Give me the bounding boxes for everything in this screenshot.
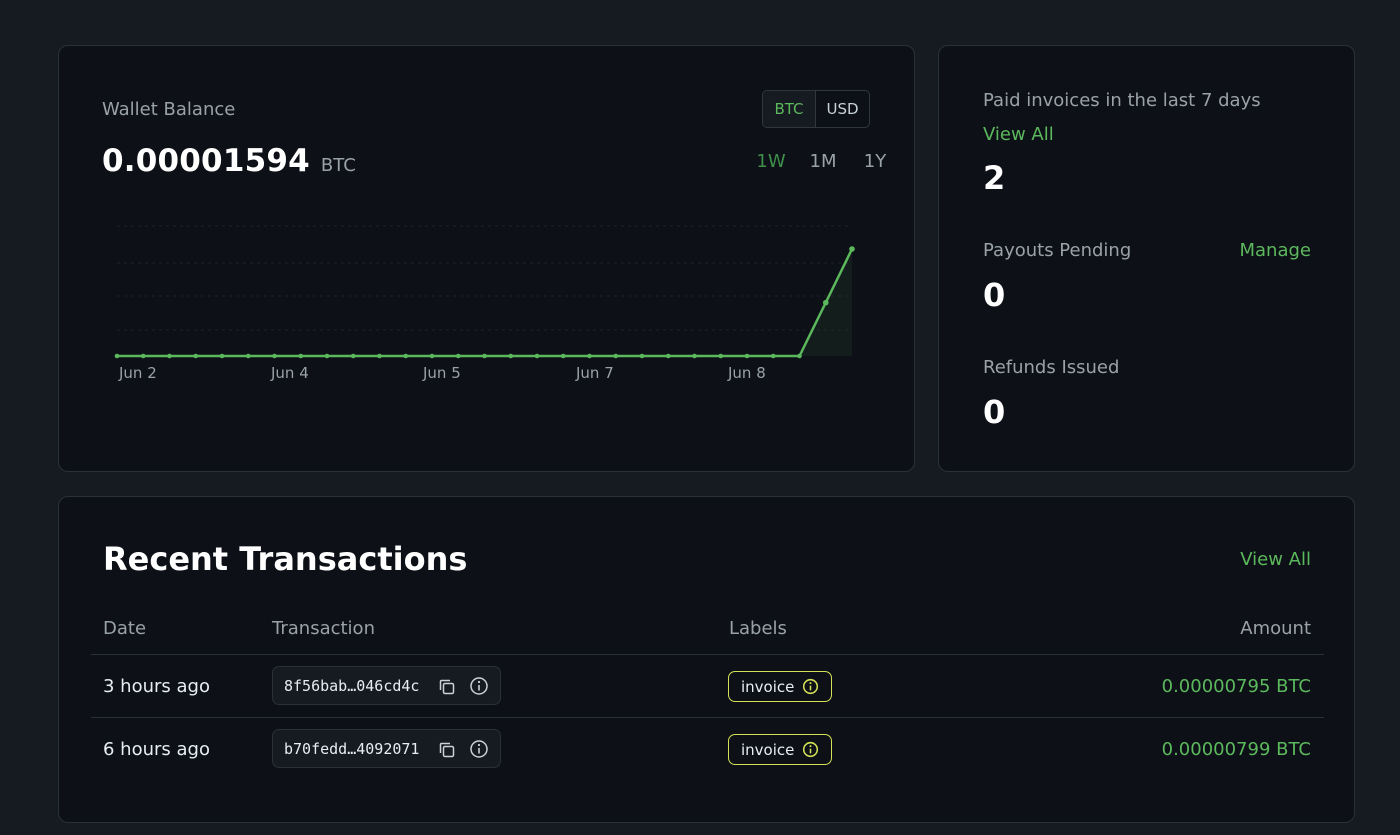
- info-icon[interactable]: [802, 741, 819, 758]
- chart-point[interactable]: [692, 353, 697, 359]
- chart-point[interactable]: [508, 353, 514, 359]
- currency-usd-button[interactable]: USD: [826, 100, 859, 118]
- tx-label-badge[interactable]: invoice: [728, 671, 832, 702]
- chart-point[interactable]: [534, 353, 540, 359]
- x-tick-label: Jun 2: [118, 364, 157, 382]
- range-1w-tab[interactable]: 1W: [756, 151, 786, 172]
- transactions-view-all-link[interactable]: View All: [1240, 549, 1311, 570]
- tx-hash-box: 8f56bab…046cd4c: [272, 666, 501, 705]
- recent-transactions-card: Recent Transactions View All Date Transa…: [58, 496, 1355, 823]
- range-1m-tab[interactable]: 1M: [809, 151, 837, 172]
- payouts-pending-value: 0: [983, 276, 1006, 314]
- payouts-manage-link[interactable]: Manage: [1239, 240, 1312, 261]
- balance-value: 0.00001594: [102, 143, 310, 179]
- row-divider: [91, 717, 1324, 718]
- chart-point[interactable]: [665, 353, 671, 359]
- chart-point[interactable]: [560, 353, 566, 359]
- tx-amount: 0.00000799 BTC: [1161, 739, 1311, 760]
- paid-invoices-view-all-link[interactable]: View All: [983, 124, 1054, 145]
- chart-point[interactable]: [377, 353, 382, 359]
- chart-series-line: [117, 248, 854, 358]
- info-icon[interactable]: [469, 676, 489, 696]
- chart-point[interactable]: [770, 353, 776, 359]
- chart-point[interactable]: [140, 353, 146, 359]
- tx-date: 3 hours ago: [103, 676, 210, 697]
- chart-point[interactable]: [245, 353, 251, 359]
- info-icon[interactable]: [469, 739, 489, 759]
- x-tick-label: Jun 4: [270, 364, 309, 382]
- tx-hash[interactable]: b70fedd…4092071: [284, 739, 420, 758]
- chart-point[interactable]: [849, 246, 855, 252]
- range-tabs: 1W 1M 1Y: [745, 151, 901, 172]
- chart-area: [799, 249, 852, 356]
- chart-point[interactable]: [482, 353, 487, 359]
- chart-point[interactable]: [429, 353, 435, 359]
- chart-point[interactable]: [324, 353, 330, 359]
- x-tick-label: Jun 8: [727, 364, 766, 382]
- balance-row: 0.00001594 BTC: [102, 143, 356, 179]
- recent-transactions-title: Recent Transactions: [103, 540, 468, 578]
- x-tick-label: Jun 7: [575, 364, 614, 382]
- balance-unit: BTC: [320, 155, 356, 176]
- chart-point[interactable]: [167, 353, 172, 359]
- chart-point[interactable]: [797, 353, 802, 359]
- tx-date: 6 hours ago: [103, 739, 210, 760]
- tx-label-badge[interactable]: invoice: [728, 734, 832, 765]
- chart-point[interactable]: [193, 353, 199, 359]
- copy-icon[interactable]: [437, 677, 457, 697]
- column-header-date: Date: [103, 618, 147, 639]
- paid-invoices-label: Paid invoices in the last 7 days: [983, 90, 1261, 111]
- column-header-transaction: Transaction: [272, 618, 375, 639]
- chart-point[interactable]: [587, 353, 592, 359]
- payouts-pending-label: Payouts Pending: [983, 240, 1132, 261]
- wallet-balance-label: Wallet Balance: [102, 99, 236, 120]
- chart-point[interactable]: [350, 353, 356, 359]
- header-divider: [91, 654, 1324, 655]
- tx-hash-box: b70fedd…4092071: [272, 729, 501, 768]
- refunds-issued-label: Refunds Issued: [983, 357, 1120, 378]
- tx-label-text: invoice: [741, 677, 795, 696]
- tx-hash[interactable]: 8f56bab…046cd4c: [284, 676, 420, 695]
- range-1y-tab[interactable]: 1Y: [863, 151, 887, 172]
- refunds-issued-value: 0: [983, 393, 1006, 431]
- chart-point[interactable]: [744, 353, 750, 359]
- tx-amount: 0.00000795 BTC: [1161, 676, 1311, 697]
- currency-toggle: BTC USD: [762, 90, 870, 128]
- chart-point[interactable]: [613, 353, 619, 359]
- chart-point[interactable]: [298, 353, 304, 359]
- chart-point[interactable]: [403, 353, 409, 359]
- chart-point[interactable]: [822, 299, 829, 306]
- chart-point[interactable]: [718, 353, 724, 359]
- tx-label-text: invoice: [741, 740, 795, 759]
- chart-point[interactable]: [639, 353, 645, 359]
- column-header-amount: Amount: [1240, 618, 1311, 639]
- paid-invoices-value: 2: [983, 159, 1006, 197]
- column-header-labels: Labels: [729, 618, 787, 639]
- wallet-balance-card: Wallet Balance 0.00001594 BTC BTC USD 1W…: [58, 45, 915, 472]
- stats-card: Paid invoices in the last 7 days View Al…: [938, 45, 1355, 472]
- x-tick-label: Jun 5: [422, 364, 461, 382]
- copy-icon[interactable]: [437, 740, 457, 760]
- chart-point[interactable]: [455, 353, 461, 359]
- chart-point[interactable]: [219, 353, 225, 359]
- currency-btc-button[interactable]: BTC: [763, 91, 816, 127]
- chart-point[interactable]: [272, 353, 277, 359]
- info-icon[interactable]: [802, 678, 819, 695]
- chart-point[interactable]: [114, 353, 120, 359]
